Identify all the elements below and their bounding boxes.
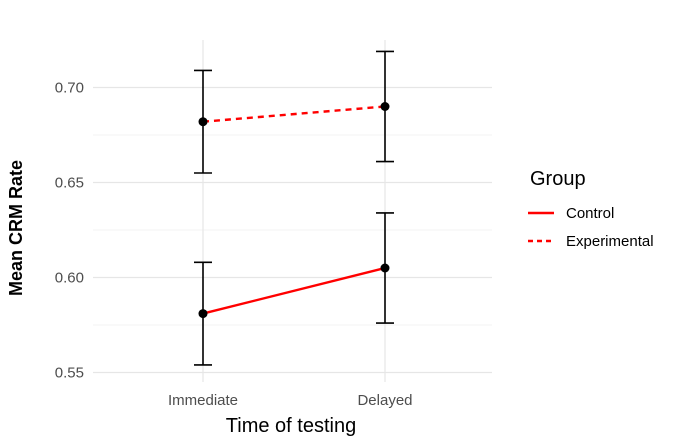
y-tick-label: 0.70 <box>55 80 84 97</box>
data-point <box>198 117 208 127</box>
y-tick-label: 0.55 <box>55 365 84 382</box>
x-axis: Immediate Delayed <box>168 392 413 409</box>
grid <box>93 40 492 382</box>
legend-label: Experimental <box>566 233 654 250</box>
error-bars <box>194 50 394 366</box>
data-point <box>198 309 208 319</box>
data-points <box>198 102 390 319</box>
legend-title: Group <box>530 168 586 190</box>
y-tick-label: 0.65 <box>55 175 84 192</box>
data-point <box>380 263 390 273</box>
x-axis-title: Time of testing <box>226 415 356 437</box>
data-point <box>380 102 390 111</box>
series-line <box>202 105 386 123</box>
series-lines <box>202 105 386 315</box>
y-axis-title: Mean CRM Rate <box>6 160 26 296</box>
x-tick-label: Immediate <box>168 392 238 409</box>
legend: Group Control Experimental <box>528 168 654 250</box>
series-line <box>202 266 386 315</box>
legend-label: Control <box>566 205 614 222</box>
y-tick-label: 0.60 <box>55 270 84 287</box>
x-tick-label: Delayed <box>357 392 412 409</box>
y-axis: 0.55 0.60 0.65 0.70 <box>55 80 84 382</box>
